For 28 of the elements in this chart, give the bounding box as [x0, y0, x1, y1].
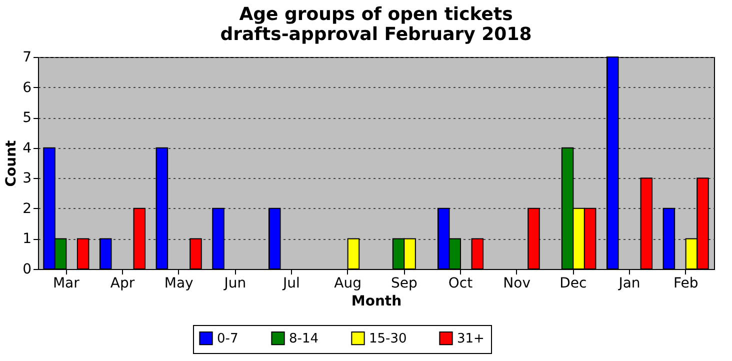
x-tick-label: Nov — [503, 276, 530, 292]
x-tick-label: Jun — [223, 276, 246, 292]
chart-title: Age groups of open tickets — [239, 4, 513, 25]
y-tick-label: 2 — [22, 200, 32, 217]
chart-subtitle: drafts-approval February 2018 — [220, 24, 532, 45]
x-tick-label: Jan — [618, 276, 640, 292]
y-tick-label: 7 — [22, 50, 32, 66]
x-tick-label: Mar — [52, 276, 80, 292]
x-tick-label: Sep — [390, 276, 418, 292]
y-tick-label: 4 — [22, 140, 32, 156]
x-tick-label: Oct — [448, 276, 474, 292]
y-tick-label: 6 — [22, 80, 32, 96]
legend-label: 31+ — [457, 331, 484, 346]
x-tick-label: Aug — [334, 276, 362, 292]
legend-label: 15-30 — [369, 331, 407, 346]
y-tick-label: 5 — [22, 110, 32, 126]
x-axis-title: Month — [351, 294, 402, 310]
y-tick-label: 1 — [22, 231, 32, 248]
y-tick-label: 0 — [22, 262, 32, 278]
y-axis-title: Count — [4, 140, 20, 187]
legend-label: 8-14 — [289, 331, 319, 346]
y-tick-label: 3 — [22, 170, 32, 187]
x-tick-label: Feb — [673, 276, 698, 292]
x-tick-label: Dec — [560, 276, 587, 292]
x-tick-label: Jul — [282, 276, 300, 292]
legend-label: 0-7 — [217, 331, 238, 346]
x-tick-label: May — [164, 276, 194, 292]
x-tick-label: Apr — [110, 276, 135, 292]
